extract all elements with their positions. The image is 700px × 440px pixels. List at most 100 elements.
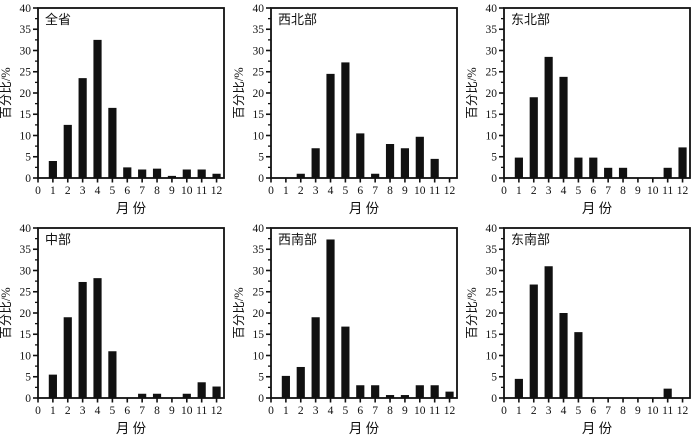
chart-title: 东南部 [511, 232, 550, 247]
bar-month-4 [326, 73, 335, 178]
x-tick-label: 0 [501, 405, 507, 417]
x-tick-label: 5 [576, 405, 582, 417]
x-tick-label: 8 [387, 185, 393, 197]
y-axis-label: 百分比/% [0, 67, 13, 118]
y-tick-label: 30 [486, 265, 498, 277]
bar-month-4 [93, 39, 102, 179]
y-tick-label: 10 [20, 350, 32, 362]
bar-month-12 [445, 391, 454, 399]
bar-month-1 [48, 161, 57, 178]
bar-month-6 [356, 133, 365, 179]
y-tick-label: 5 [491, 152, 497, 164]
y-tick-label: 40 [486, 3, 498, 15]
bar-month-9 [167, 175, 177, 179]
x-tick-label: 1 [283, 185, 289, 197]
bars [281, 239, 454, 399]
y-tick-label: 30 [486, 45, 498, 57]
bar-month-10 [415, 385, 424, 398]
x-tick-label: 10 [647, 185, 659, 197]
bar-month-1 [514, 157, 523, 178]
x-axis-ticks: 0 1 2 3 4 5 6 7 8 9 10 11 12 [268, 398, 456, 417]
x-axis-ticks: 0 1 2 3 4 5 6 7 8 9 10 11 12 [501, 398, 689, 417]
y-tick-label: 5 [491, 372, 497, 384]
x-tick-label: 6 [590, 185, 596, 197]
x-tick-label: 1 [516, 185, 522, 197]
x-tick-label: 1 [283, 405, 289, 417]
y-tick-label: 5 [25, 152, 31, 164]
bar-month-9 [400, 395, 410, 398]
bar-month-5 [341, 326, 350, 398]
bars [514, 266, 672, 399]
bar-month-3 [544, 266, 553, 398]
bar-month-2 [529, 284, 538, 398]
x-tick-label: 0 [268, 185, 274, 197]
y-tick-label: 5 [258, 372, 264, 384]
x-tick-label: 1 [50, 405, 56, 417]
y-tick-label: 35 [253, 24, 265, 36]
bars [296, 62, 439, 179]
y-tick-label: 10 [486, 350, 498, 362]
x-tick-label: 9 [402, 405, 408, 417]
x-tick-label: 8 [620, 185, 626, 197]
x-tick-label: 2 [531, 405, 537, 417]
bar-month-5 [574, 157, 583, 178]
x-tick-label: 9 [635, 185, 641, 197]
x-tick-label: 10 [181, 185, 193, 197]
x-tick-label: 6 [124, 405, 130, 417]
x-tick-label: 12 [444, 185, 456, 197]
bar-month-7 [371, 385, 380, 398]
bar-month-11 [663, 388, 672, 398]
x-tick-label: 4 [328, 405, 334, 417]
y-tick-label: 15 [253, 109, 265, 121]
y-tick-label: 20 [253, 88, 265, 100]
x-tick-label: 11 [429, 405, 440, 417]
x-tick-label: 7 [372, 185, 378, 197]
x-tick-label: 7 [372, 405, 378, 417]
x-tick-label: 4 [561, 405, 567, 417]
x-tick-label: 11 [429, 185, 440, 197]
y-tick-label: 40 [486, 223, 498, 235]
bar-month-5 [574, 332, 583, 399]
y-tick-label: 20 [20, 88, 32, 100]
bars [514, 56, 687, 179]
x-tick-label: 4 [95, 405, 101, 417]
y-tick-label: 30 [20, 45, 32, 57]
x-tick-label: 5 [343, 185, 349, 197]
x-tick-label: 5 [110, 405, 116, 417]
x-tick-label: 12 [211, 405, 223, 417]
y-tick-label: 0 [25, 173, 31, 185]
bar-month-4 [93, 278, 102, 398]
bar-month-2 [63, 124, 72, 179]
bar-month-2 [63, 317, 72, 398]
bar-month-11 [663, 167, 672, 178]
x-tick-label: 2 [65, 185, 71, 197]
y-tick-label: 30 [253, 265, 265, 277]
x-tick-label: 8 [387, 405, 393, 417]
y-tick-label: 10 [486, 130, 498, 142]
x-tick-label: 12 [677, 405, 689, 417]
x-tick-label: 3 [80, 185, 86, 197]
y-tick-label: 30 [253, 45, 265, 57]
chart-northeast: 0 5 10 15 20 25 30 35 40 0 1 2 3 4 5 6 7 8 9 10 11 12 东北部月 份百分… [466, 0, 700, 220]
bar-month-1 [48, 374, 57, 399]
chart-title: 全省 [45, 12, 71, 27]
bar-month-10 [415, 136, 424, 178]
chart-title: 中部 [45, 232, 71, 247]
y-tick-label: 40 [20, 223, 32, 235]
x-tick-label: 6 [124, 185, 130, 197]
bar-month-3 [78, 78, 87, 179]
bar-month-11 [197, 169, 206, 178]
bar-month-6 [589, 157, 598, 178]
x-tick-label: 6 [357, 405, 363, 417]
y-tick-label: 35 [20, 24, 32, 36]
x-tick-label: 4 [561, 185, 567, 197]
y-tick-label: 15 [486, 329, 498, 341]
bar-month-4 [326, 239, 335, 398]
x-tick-label: 7 [605, 405, 611, 417]
x-tick-label: 8 [154, 405, 160, 417]
x-tick-label: 8 [154, 185, 160, 197]
x-tick-label: 5 [576, 185, 582, 197]
